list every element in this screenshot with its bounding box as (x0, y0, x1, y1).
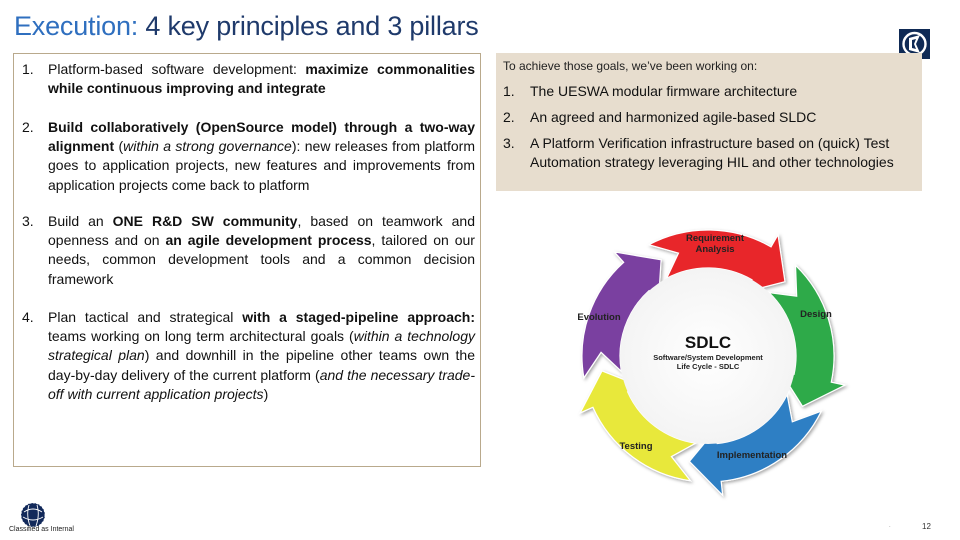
stage-label-requirement-2: Analysis (695, 244, 734, 255)
text-run: Build an (48, 213, 113, 229)
page-number: 12 (922, 522, 931, 531)
stage-label-evolution: Evolution (577, 312, 620, 323)
stage-label-requirement: Requirement (686, 233, 745, 244)
principle-number: 1. (22, 61, 34, 77)
pillars-panel: To achieve those goals, we’ve been worki… (496, 53, 922, 191)
text-run: ONE R&D SW community (112, 213, 298, 229)
pillar-number: 3. (503, 135, 515, 151)
principle-number: 2. (22, 119, 34, 135)
pillar-text: An agreed and harmonized agile-based SLD… (530, 109, 817, 125)
principles-panel: 1. Platform-based software development: m… (13, 53, 481, 467)
text-run: ) (263, 385, 269, 402)
text-run: ) and downhill in the pipeline other tea… (48, 347, 475, 383)
pillars-intro: To achieve those goals, we’ve been worki… (503, 59, 758, 73)
title-rest: 4 key principles and 3 pillars (138, 11, 479, 41)
principle-text: Plan tactical and strategical with a sta… (48, 308, 475, 404)
sdlc-center-disc (620, 268, 796, 444)
principle-number: 4. (22, 309, 34, 325)
sdlc-center-subtitle: Software/System Development (653, 353, 763, 362)
text-run: within a technology strategical plan (48, 328, 475, 364)
text-run: ( (114, 138, 124, 155)
classification-label: Classified as Internal (9, 526, 74, 533)
principle-text: Build collaboratively (OpenSource model)… (48, 118, 475, 195)
globe-icon (20, 502, 46, 528)
pillar-text: A Platform Verification infrastructure b… (530, 135, 894, 170)
sdlc-arrow-implementation (688, 392, 823, 497)
text-run: Build collaboratively (OpenSource model)… (48, 119, 475, 155)
pillar-number: 1. (503, 83, 515, 99)
stage-label-design: Design (800, 309, 832, 320)
text-run: , tailored on our needs, common developm… (48, 232, 475, 287)
page-title: Execution: 4 key principles and 3 pillar… (14, 10, 479, 42)
text-run: ): new releases from platform goes to ap… (48, 138, 475, 193)
text-run: Platform-based software development: (48, 61, 306, 77)
text-run: maximize commonalities while continuous … (48, 61, 475, 97)
sdlc-center-title: SDLC (685, 333, 731, 352)
sdlc-center-subtitle-2: Life Cycle - SDLC (677, 362, 740, 371)
text-run: an agile development process (165, 232, 372, 249)
pillar-text: The UESWA modular firmware architecture (530, 83, 798, 99)
text-run: Plan tactical and strategical (48, 309, 243, 325)
sdlc-diagram: SDLC Software/System Development Life Cy… (558, 210, 858, 510)
principle-text: Platform-based software development: max… (48, 60, 475, 98)
sdlc-arrow-testing (578, 370, 698, 482)
pillar-number: 2. (503, 109, 515, 125)
principle-text: Build an ONE R&D SW community, based on … (48, 212, 475, 289)
sdlc-arrow-design (767, 263, 847, 408)
text-run: within a strong governance (123, 138, 292, 155)
text-run: with a staged-pipeline approach: (242, 309, 475, 325)
classification-logo (20, 502, 46, 528)
text-run: teams working on long term architectural… (48, 328, 354, 345)
text-run: and the necessary trade-off with current… (48, 366, 476, 402)
principle-number: 3. (22, 213, 34, 229)
stage-label-testing: Testing (619, 441, 652, 452)
stage-label-implementation: Implementation (717, 450, 787, 461)
footer-dot: . (889, 523, 891, 529)
text-run: , based on teamwork and openness and on (48, 213, 475, 249)
sdlc-cycle: SDLC Software/System Development Life Cy… (577, 229, 847, 497)
title-accent: Execution: (14, 11, 139, 41)
